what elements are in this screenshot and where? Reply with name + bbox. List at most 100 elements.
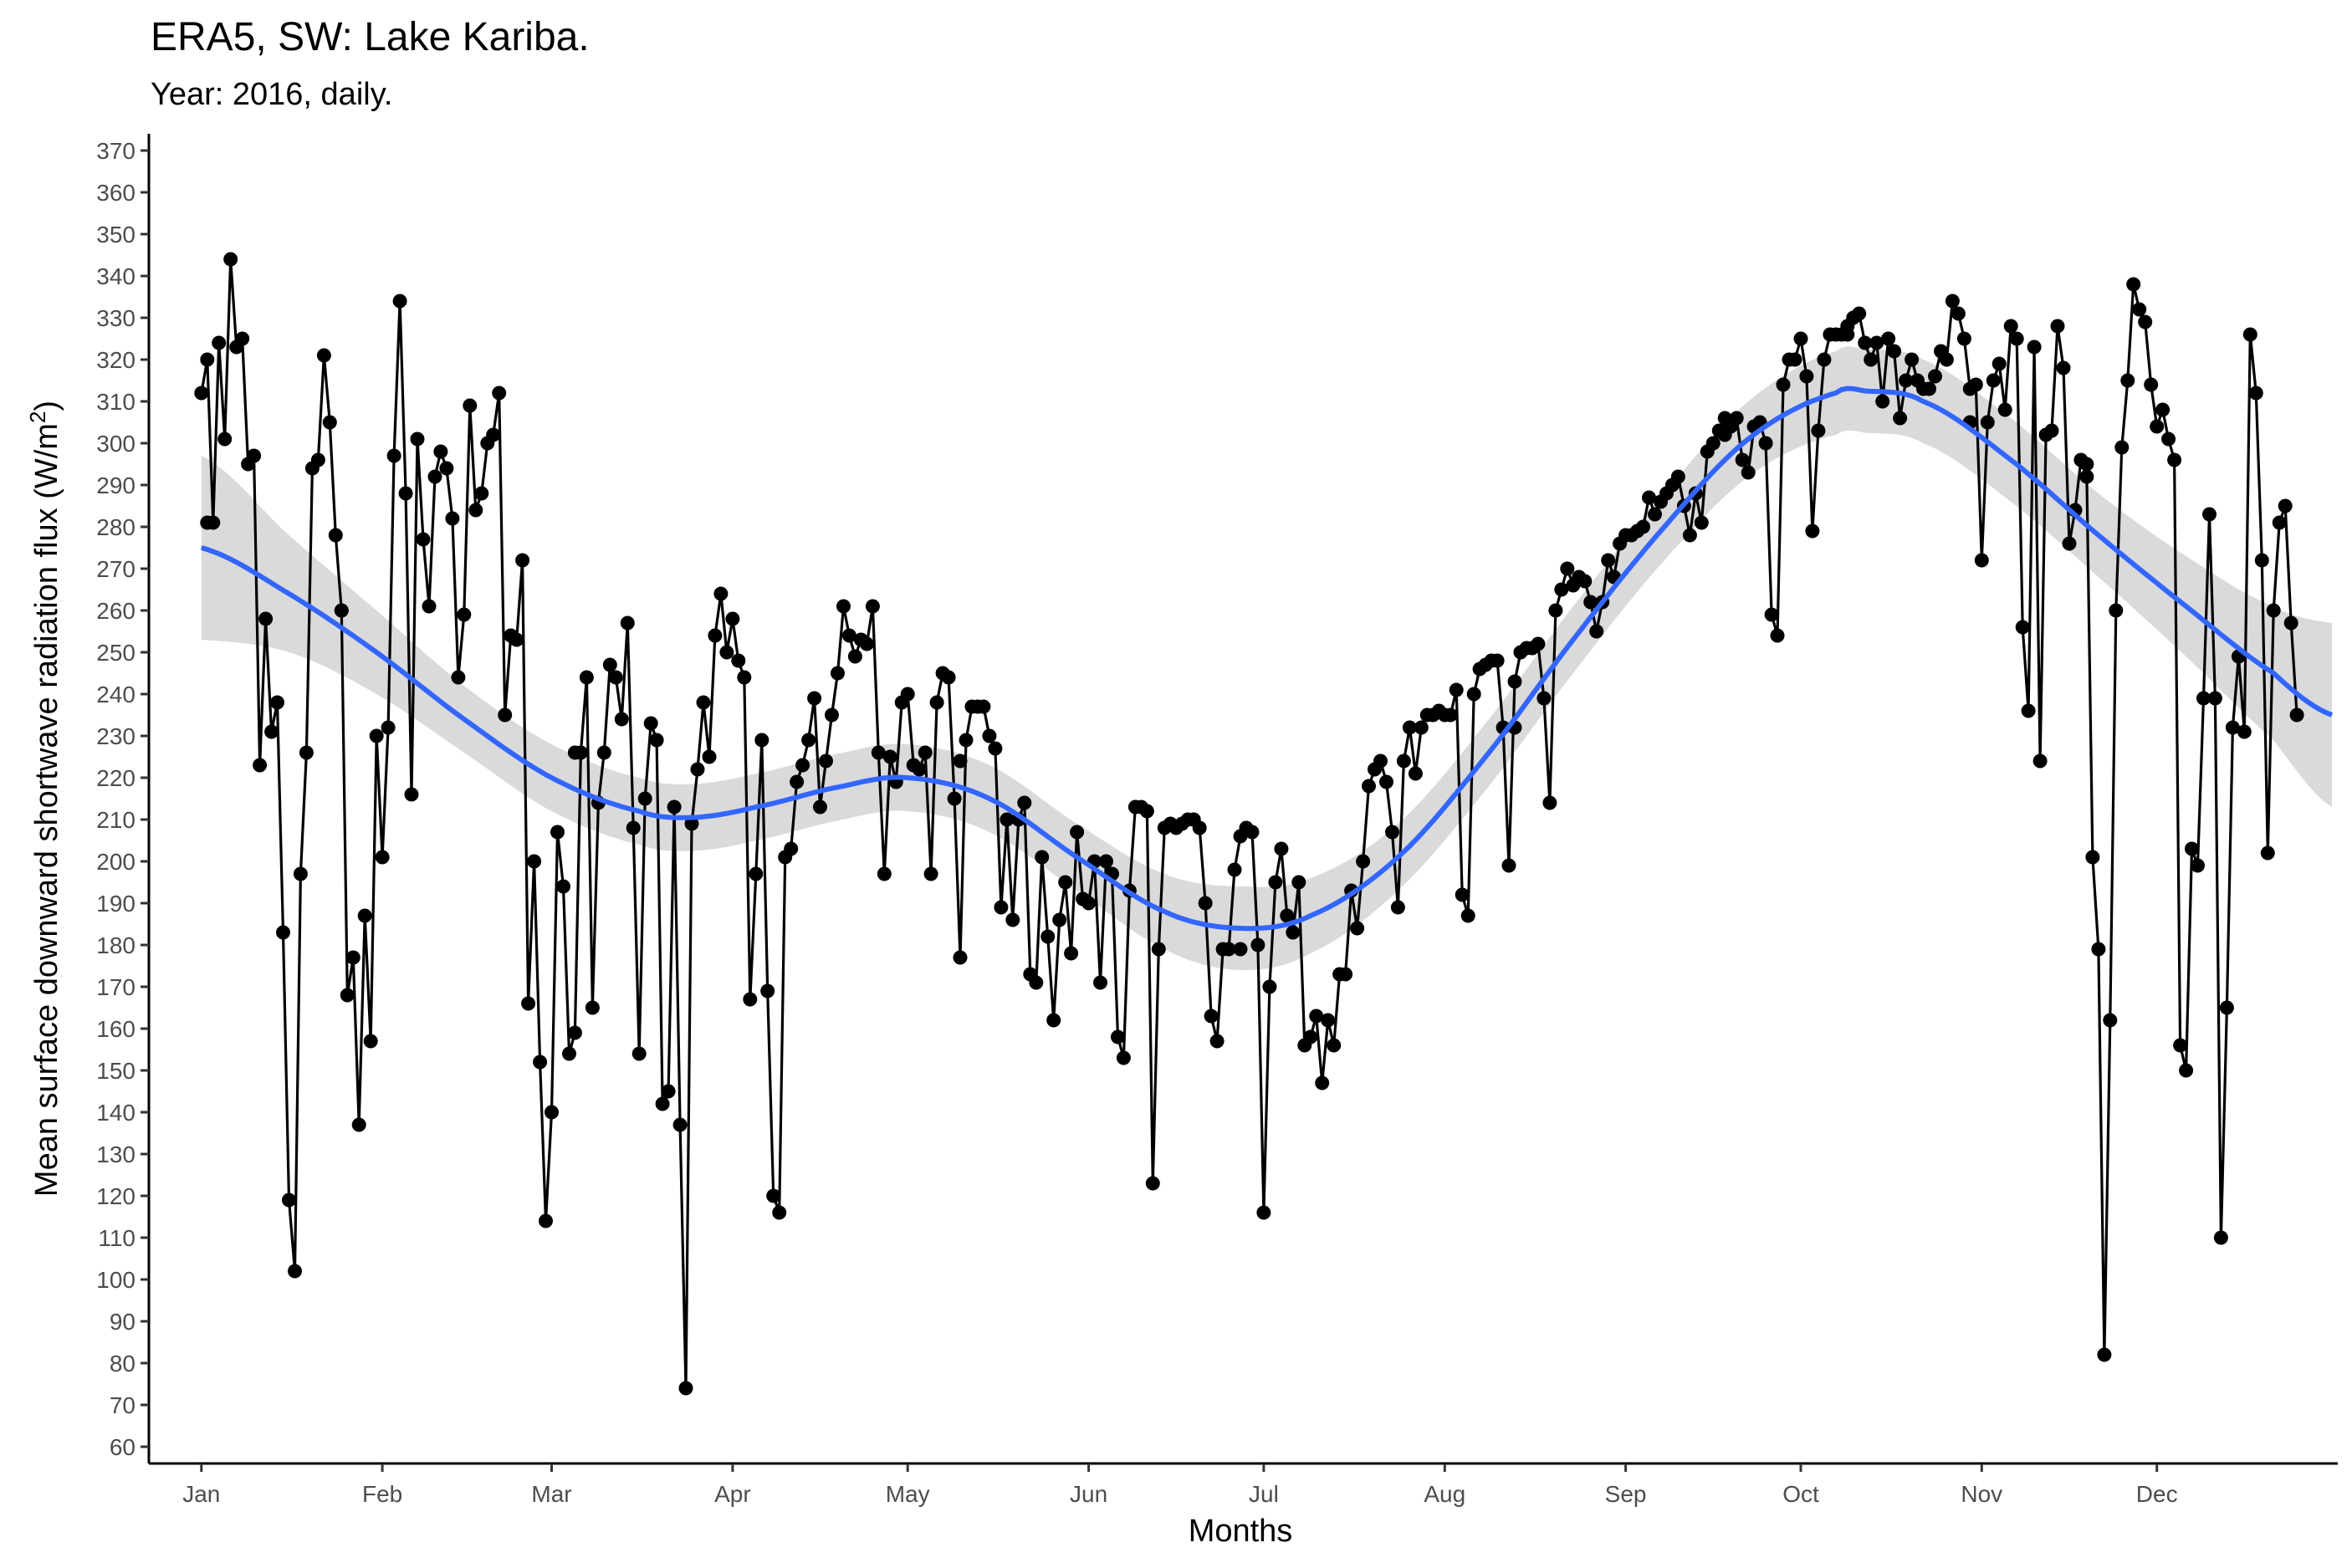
data-point [871, 745, 886, 760]
data-point [334, 603, 349, 618]
data-point [1694, 515, 1709, 530]
data-point [865, 599, 880, 614]
data-point [1356, 854, 1371, 869]
data-point [2021, 703, 2036, 718]
data-point [1204, 1009, 1219, 1024]
data-point [1905, 352, 1920, 367]
data-point [1286, 925, 1301, 940]
data-point [1682, 528, 1697, 543]
y-tick-label: 230 [96, 723, 135, 749]
y-tick-label: 200 [96, 849, 135, 875]
data-point [351, 1117, 366, 1132]
data-point [2191, 858, 2205, 873]
y-tick-label: 60 [110, 1434, 135, 1460]
data-point [672, 1117, 688, 1132]
data-point [2173, 1038, 2188, 1053]
data-point [1589, 624, 1604, 639]
x-axis: Jan Feb Mar Apr May Jun Jul Aug Sep Oct Nov Dec [149, 1462, 2338, 1507]
data-point [1869, 335, 1884, 350]
data-point [1099, 854, 1113, 869]
data-point [509, 632, 524, 647]
plot-panel [194, 252, 2334, 1396]
data-point [2150, 419, 2165, 434]
data-point [2237, 724, 2252, 739]
data-point [386, 448, 401, 463]
y-axis-title-close: ) [29, 401, 64, 411]
data-point [223, 252, 238, 267]
y-tick-label: 350 [96, 222, 135, 248]
data-point [1315, 1075, 1330, 1090]
data-point [976, 699, 991, 714]
data-point [912, 762, 927, 777]
x-tick-label: Oct [1782, 1481, 1819, 1507]
data-point [637, 791, 652, 806]
data-point [2202, 507, 2217, 522]
data-point [2248, 386, 2263, 401]
y-tick-label: 310 [96, 389, 135, 415]
data-point [1887, 344, 1902, 359]
x-tick-label: May [886, 1481, 930, 1507]
y-tick-label: 270 [96, 556, 135, 582]
data-point [1449, 682, 1464, 697]
data-point [1029, 975, 1044, 990]
data-point [194, 386, 209, 401]
data-point [1893, 411, 1908, 426]
data-point [1000, 812, 1015, 827]
data-point [1799, 369, 1814, 384]
data-point [1455, 887, 1470, 902]
data-point [1443, 707, 1458, 723]
data-point [1017, 795, 1032, 810]
data-point [982, 728, 997, 743]
data-point [322, 415, 337, 430]
chart-subtitle: Year: 2016, daily. [151, 77, 392, 112]
data-point [217, 432, 233, 447]
data-point [410, 432, 425, 447]
data-point [1717, 411, 1732, 426]
y-axis: 60 70 80 90 100 110 120 130 140 150 160 170 180 190 20… [96, 134, 151, 1463]
data-point [1274, 841, 1289, 856]
data-point [953, 950, 968, 965]
data-point [1945, 294, 1960, 309]
data-point [1338, 967, 1353, 982]
data-point [1111, 1029, 1125, 1044]
data-point [1805, 524, 1820, 539]
data-point [731, 653, 746, 668]
data-point [2266, 603, 2281, 618]
y-tick-label: 70 [110, 1392, 135, 1418]
data-point [1145, 1176, 1160, 1191]
data-point [2120, 373, 2135, 388]
data-point [2283, 615, 2298, 631]
data-point [381, 720, 396, 735]
x-axis-ticks: Jan Feb Mar Apr May Jun Jul Aug Sep Oct Nov Dec [182, 1463, 2178, 1507]
y-tick-label: 210 [96, 807, 135, 833]
data-point [1951, 306, 1966, 321]
data-point [2056, 360, 2071, 375]
data-point [363, 1034, 378, 1049]
data-point [1577, 574, 1593, 589]
data-point [2161, 432, 2176, 447]
data-point [1758, 436, 1773, 451]
y-axis-title: Mean surface downward shortwave radiatio… [25, 401, 64, 1197]
data-point [2044, 423, 2059, 438]
y-tick-label: 160 [96, 1016, 135, 1042]
data-point [1881, 331, 1896, 346]
data-point [1402, 720, 1417, 735]
data-point [882, 749, 897, 764]
data-point [1542, 795, 1557, 810]
data-point [620, 615, 635, 631]
data-point [2196, 691, 2211, 706]
data-point [626, 820, 641, 835]
y-axis-title-superscript: 2 [25, 411, 50, 423]
data-point [1221, 942, 1236, 957]
data-point [1928, 369, 1942, 384]
data-point [725, 611, 740, 626]
data-point [2132, 302, 2147, 317]
data-point [1058, 875, 1073, 890]
data-point [357, 908, 372, 923]
data-point [1974, 553, 1989, 568]
data-point [749, 866, 764, 881]
data-point [819, 753, 833, 769]
data-point [2155, 402, 2170, 417]
data-point [649, 733, 664, 748]
